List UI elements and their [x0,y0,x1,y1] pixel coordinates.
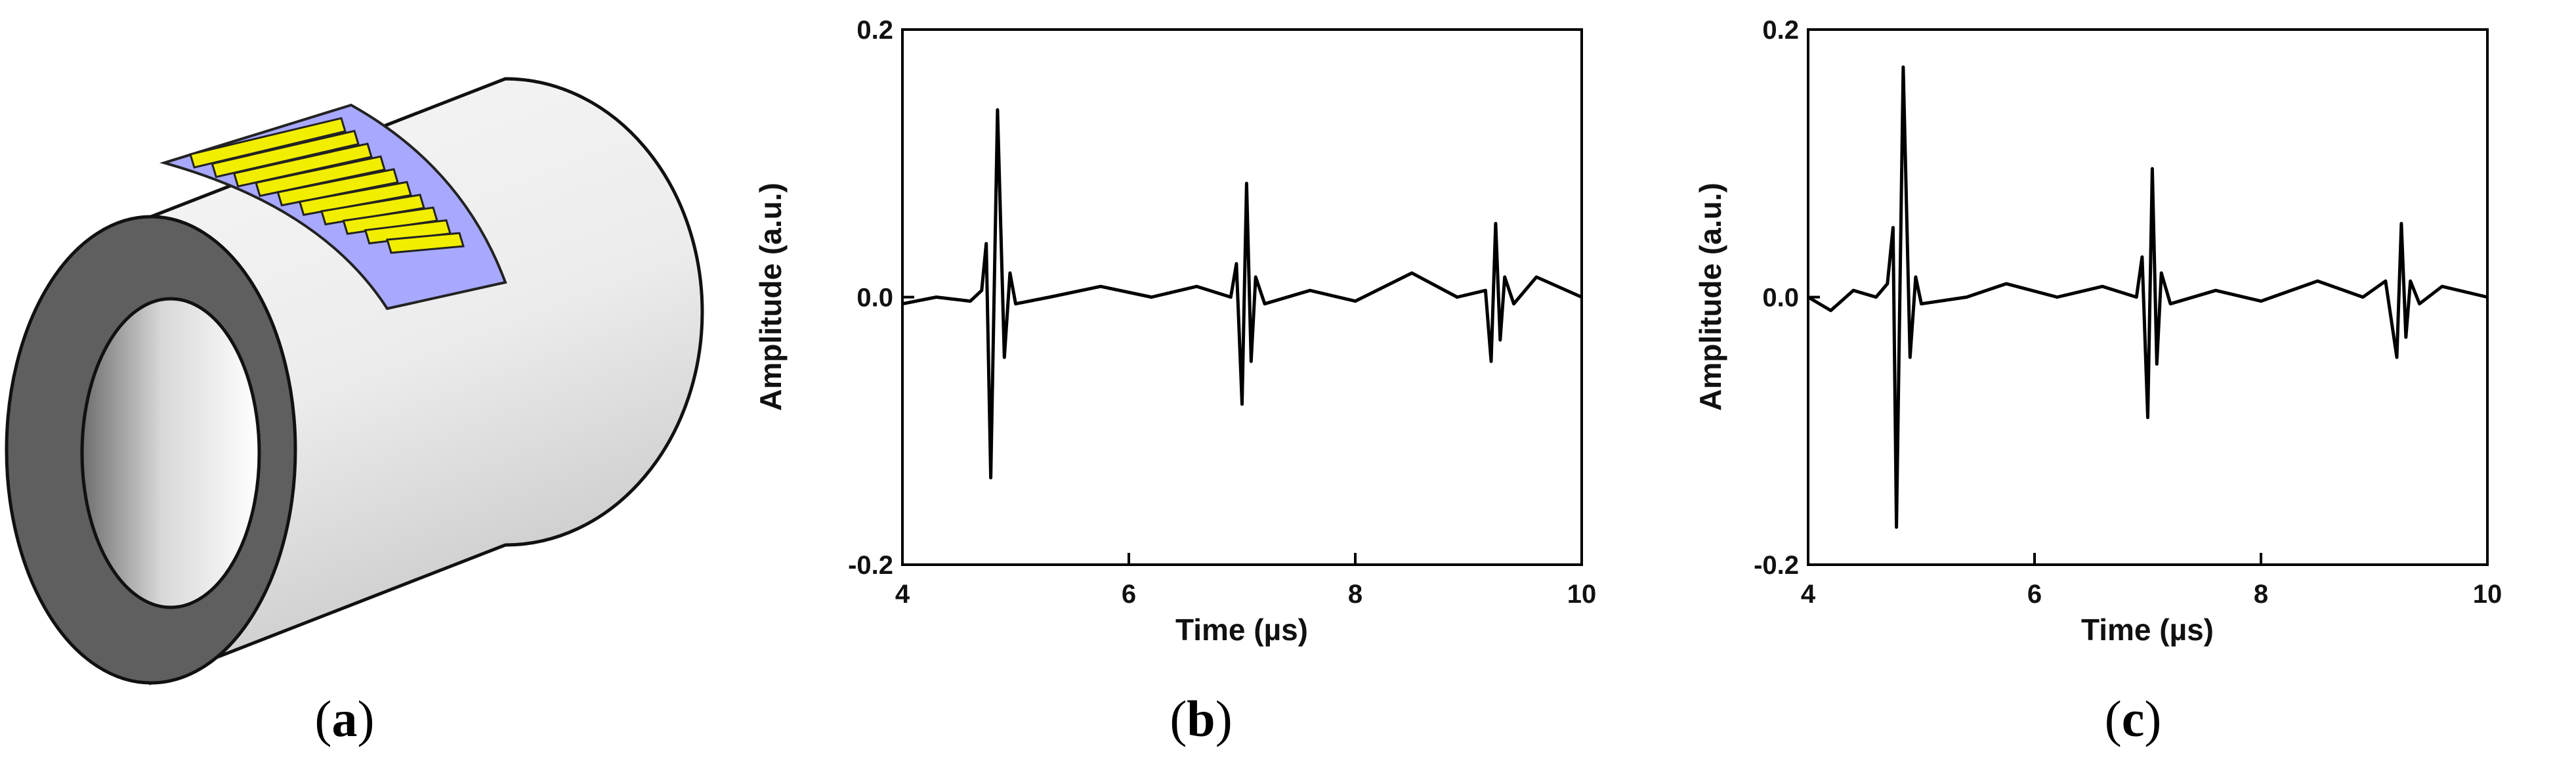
pipe-body [149,77,704,686]
axis-ticks: 4 6 8 10 -0.2 0.0 0.2 [1754,16,2502,609]
transducer-element [255,155,386,198]
y-tick-label: 0.2 [1762,16,1799,45]
x-tick-label: 4 [1801,580,1816,609]
transducer-elements [189,117,465,254]
y-tick-label: 0.2 [856,16,893,45]
series-line [1807,65,2488,529]
transducer-element [276,168,399,207]
x-axis-title: Time (µs) [1175,613,1308,647]
x-tick-label: 4 [895,580,910,609]
chart-c: 4 6 8 10 -0.2 0.0 0.2 Time (µs) Amplitude (a.u… [1693,16,2502,647]
y-tick-label: -0.2 [848,551,893,580]
x-tick-label: 6 [2027,580,2042,609]
panel-label-a: (a) [314,690,375,747]
y-axis-title: Amplitude (a.u.) [1693,183,1727,411]
y-tick-label: 0.0 [1762,284,1799,313]
y-tick-label: 0.0 [856,284,893,313]
panel-label-c: (c) [2104,690,2162,747]
pipe-bore [80,297,261,609]
panel-label-b: (b) [1170,690,1233,747]
y-axis-title: Amplitude (a.u.) [753,183,788,411]
x-tick-label: 10 [1567,580,1597,609]
pipe-array-illustration [5,77,704,686]
x-tick-label: 6 [1122,580,1136,609]
transducer-element [386,232,465,254]
series-line [902,108,1583,480]
x-tick-label: 10 [2473,580,2502,609]
y-tick-label: -0.2 [1754,551,1799,580]
chart-b: 4 6 8 10 -0.2 0.0 0.2 Time (µs) Amplitude (a.u… [753,16,1596,647]
transducer-element [211,129,360,179]
transducer-element [189,117,347,169]
transducer-element [232,142,373,188]
x-axis-title: Time (µs) [2081,613,2214,647]
x-tick-label: 8 [1348,580,1362,609]
x-tick-label: 8 [2254,580,2268,609]
transducer-element [298,181,412,216]
axis-ticks: 4 6 8 10 -0.2 0.0 0.2 [848,16,1596,609]
